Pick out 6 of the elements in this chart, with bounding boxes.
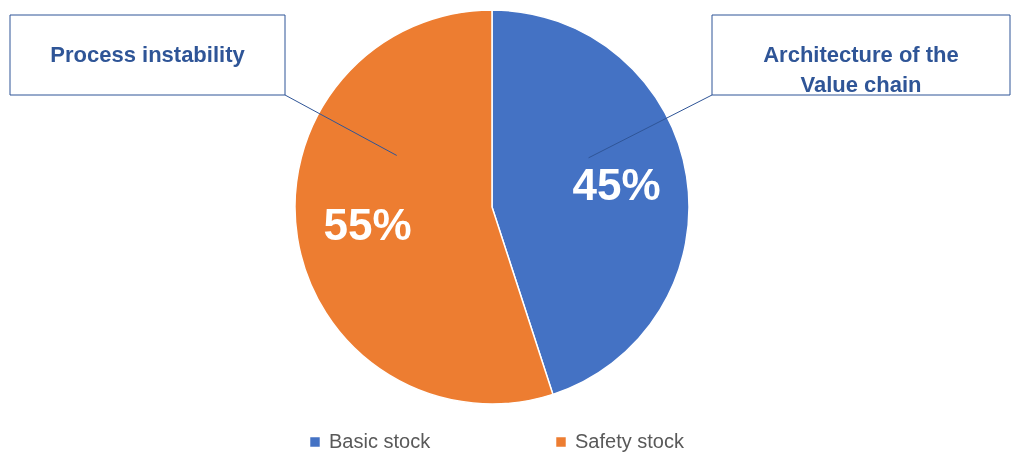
legend-label: Basic stock bbox=[329, 430, 432, 452]
data-label: 45% bbox=[572, 160, 661, 210]
legend-label: Safety stock bbox=[575, 430, 685, 452]
data-label: 55% bbox=[323, 199, 412, 249]
text: Architecture of the Value chain bbox=[763, 42, 959, 97]
text: Process instability bbox=[50, 42, 246, 67]
